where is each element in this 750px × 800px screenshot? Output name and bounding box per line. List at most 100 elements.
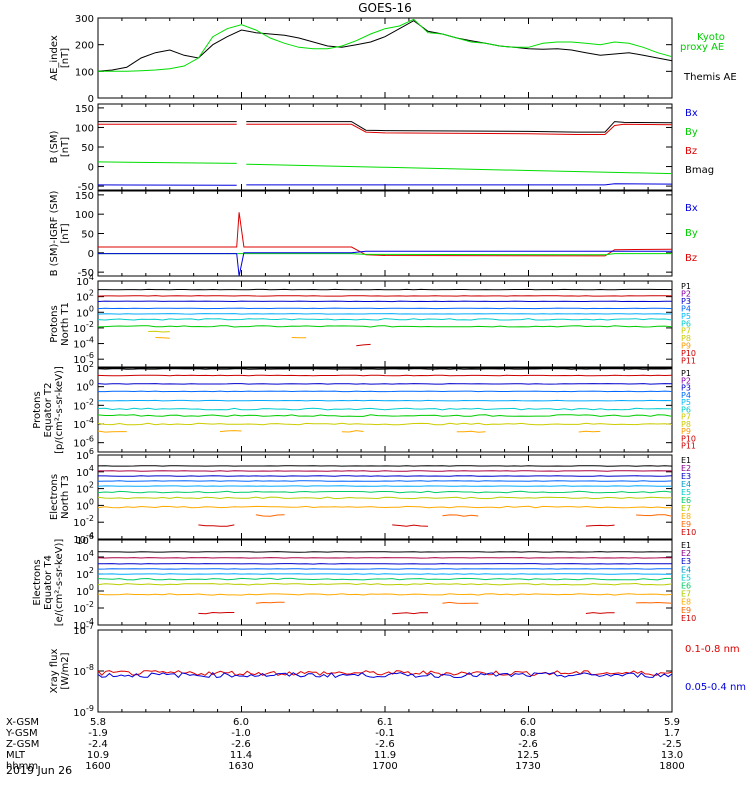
channel-label: E9 bbox=[681, 520, 691, 529]
y-tick-label: 10-2 bbox=[73, 514, 94, 529]
channel-label: P5 bbox=[681, 312, 691, 321]
legend-entry: Bx bbox=[685, 203, 698, 214]
x-axis-value: -2.6 bbox=[375, 739, 395, 750]
channel-label: P2 bbox=[681, 289, 691, 298]
x-axis-value: 1700 bbox=[372, 761, 397, 772]
channel-label: P4 bbox=[681, 391, 691, 400]
y-tick-label: 150 bbox=[75, 191, 94, 202]
y-axis-label: [e/(cm²-s-sr-keV)] bbox=[54, 539, 65, 627]
legend-entry: 0.1-0.8 nm bbox=[685, 644, 740, 655]
channel-line-e6 bbox=[97, 577, 673, 581]
y-tick-label: 50 bbox=[81, 230, 94, 241]
series-line-bz bbox=[98, 123, 673, 135]
x-axis-value: -2.4 bbox=[88, 739, 108, 750]
x-axis-value: 5.8 bbox=[90, 717, 106, 728]
channel-label: E2 bbox=[681, 464, 691, 473]
channel-line-p10 bbox=[356, 344, 672, 345]
channel-line-p5 bbox=[98, 399, 673, 402]
legend-entry: proxy AE bbox=[680, 42, 724, 53]
y-tick-label: 104 bbox=[76, 464, 94, 479]
legend-entry: Bz bbox=[685, 253, 697, 264]
channel-label: E1 bbox=[681, 456, 691, 465]
channel-line-p7 bbox=[97, 325, 673, 328]
channel-label: E6 bbox=[681, 582, 691, 591]
channel-label: E7 bbox=[681, 504, 691, 513]
channel-line-e9 bbox=[255, 601, 673, 604]
channel-label: P11 bbox=[681, 357, 696, 366]
channel-label: E6 bbox=[681, 496, 691, 505]
channel-label: P7 bbox=[681, 327, 691, 336]
channel-label: P3 bbox=[681, 297, 691, 306]
x-axis-row-label: hhmm bbox=[6, 761, 38, 772]
y-axis-label: Xray flux bbox=[49, 649, 60, 694]
date-label: 2019 Jun 26 bbox=[6, 764, 72, 777]
channel-label: E5 bbox=[681, 573, 691, 582]
x-axis-value: 12.5 bbox=[517, 750, 539, 761]
channel-line-p8 bbox=[148, 331, 672, 332]
channel-label: E2 bbox=[681, 549, 691, 558]
channel-line-p1 bbox=[97, 368, 673, 370]
y-tick-label: -50 bbox=[78, 268, 94, 279]
x-axis-value: -2.6 bbox=[231, 739, 251, 750]
channel-label: P9 bbox=[681, 427, 691, 436]
channel-line-e2 bbox=[97, 557, 673, 559]
channel-line-p8 bbox=[97, 422, 673, 426]
panel-b_sm: -50 0 50 100 150 B (SM) [nT] Bx By Bz Bmag bbox=[49, 103, 714, 193]
channel-line-e1 bbox=[97, 465, 673, 467]
channel-label: E1 bbox=[681, 541, 691, 550]
y-tick-label: 10-8 bbox=[73, 663, 94, 678]
y-tick-label: 10-4 bbox=[73, 416, 94, 431]
y-tick-label: 10-2 bbox=[73, 600, 94, 615]
y-tick-label: 0 bbox=[88, 249, 94, 260]
series-line-bmag bbox=[98, 121, 673, 133]
y-tick-label: 200 bbox=[75, 41, 94, 52]
channel-label: E10 bbox=[681, 528, 696, 537]
x-axis-value: 1600 bbox=[85, 761, 110, 772]
channel-label: P1 bbox=[681, 369, 691, 378]
x-axis-value: 10.9 bbox=[87, 750, 109, 761]
channel-label: P10 bbox=[681, 349, 696, 358]
y-tick-label: 300 bbox=[75, 14, 94, 25]
legend-entry: By bbox=[685, 228, 698, 239]
channel-line-e7 bbox=[97, 496, 673, 500]
x-axis-value: 6.0 bbox=[233, 717, 249, 728]
series-line-kyoto-proxy-ae bbox=[98, 18, 673, 72]
series-line-themis-ae bbox=[97, 20, 673, 72]
x-axis-value: 1630 bbox=[228, 761, 253, 772]
channel-line-e10 bbox=[198, 524, 615, 527]
x-axis-value: -2.5 bbox=[662, 739, 682, 750]
channel-label: E7 bbox=[681, 590, 691, 599]
channel-line-p6 bbox=[97, 318, 673, 321]
y-tick-label: 100 bbox=[75, 123, 94, 134]
series-line-bx bbox=[98, 250, 672, 277]
channel-line-p4 bbox=[98, 390, 673, 393]
x-axis-row-label: X-GSM bbox=[6, 717, 39, 728]
channel-line-e3 bbox=[98, 563, 672, 565]
channel-label: P3 bbox=[681, 384, 691, 393]
y-tick-label: 10-4 bbox=[73, 336, 94, 351]
channel-label: P10 bbox=[681, 434, 696, 443]
x-axis-value: 6.1 bbox=[377, 717, 393, 728]
y-axis-label: Electrons bbox=[32, 559, 43, 605]
x-axis-value: 1.7 bbox=[664, 728, 680, 739]
x-axis-value: -2.6 bbox=[518, 739, 538, 750]
channel-line-p7 bbox=[97, 414, 673, 417]
channel-line-e1 bbox=[98, 551, 673, 553]
channel-label: P6 bbox=[681, 319, 691, 328]
series-line-by bbox=[98, 253, 672, 256]
channel-label: E3 bbox=[681, 472, 691, 481]
y-axis-label: North T3 bbox=[60, 475, 71, 519]
channel-label: P11 bbox=[681, 442, 696, 451]
channel-line-e10 bbox=[198, 611, 615, 615]
panel-frame bbox=[97, 190, 673, 277]
legend-entry: Bmag bbox=[685, 165, 714, 176]
y-tick-label: 102 bbox=[76, 566, 94, 581]
channel-line-p9 bbox=[155, 337, 672, 338]
y-axis-label: Electrons bbox=[49, 474, 60, 520]
x-axis-value: -1.9 bbox=[88, 728, 108, 739]
